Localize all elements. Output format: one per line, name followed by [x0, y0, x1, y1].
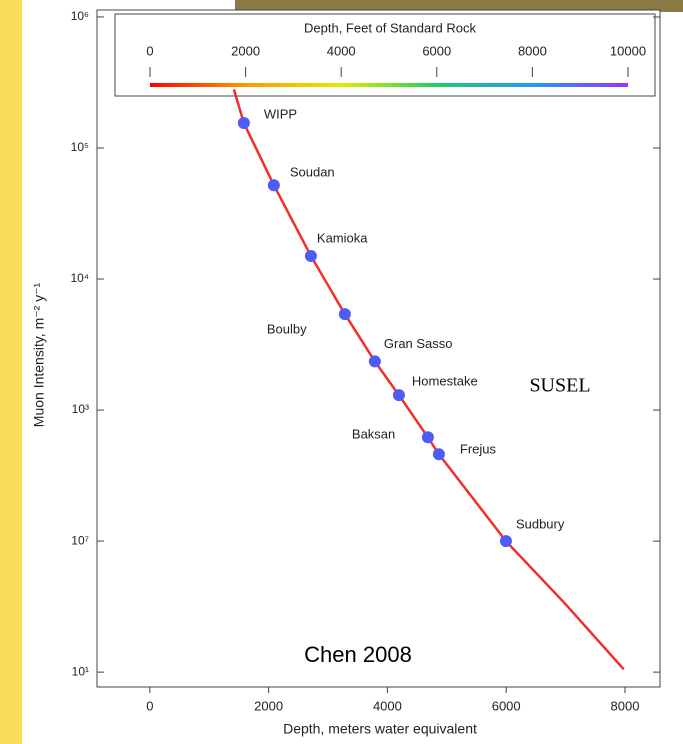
- top-tick-label: 8000: [518, 43, 547, 58]
- site-label: Soudan: [290, 165, 335, 180]
- side-strip: [0, 0, 22, 744]
- annotation: SUSEL: [529, 375, 590, 397]
- site-label: Frejus: [460, 442, 497, 457]
- x-tick-label: 0: [146, 698, 153, 713]
- top-tick-label: 0: [146, 43, 153, 58]
- top-tick-label: 4000: [327, 43, 356, 58]
- x-tick-label: 2000: [254, 698, 283, 713]
- curve: [232, 89, 625, 671]
- top-tick-label: 10000: [610, 43, 646, 58]
- depth-scale: [150, 83, 628, 87]
- site-point: [421, 431, 434, 444]
- top-tick-label: 6000: [422, 43, 451, 58]
- plot-frame: [96, 9, 661, 688]
- site-label: Boulby: [267, 322, 307, 337]
- x-tick-label: 6000: [492, 698, 521, 713]
- site-label: WIPP: [264, 106, 297, 121]
- y-tick-label: 10¹: [72, 664, 89, 678]
- site-point: [338, 308, 351, 321]
- site-label: Baksan: [352, 427, 395, 442]
- site-point: [237, 117, 250, 130]
- y-tick-label: 10³: [72, 402, 89, 416]
- site-point: [499, 535, 512, 548]
- top-strip: [235, 0, 683, 12]
- top-axis-label: Depth, Feet of Standard Rock: [304, 20, 476, 35]
- site-point: [368, 355, 381, 368]
- site-point: [392, 389, 405, 402]
- site-label: Kamioka: [317, 230, 368, 245]
- y-axis-label: Muon Intensity, m⁻² y⁻¹: [31, 282, 47, 427]
- site-label: Homestake: [412, 374, 478, 389]
- x-tick-label: 8000: [611, 698, 640, 713]
- site-point: [432, 448, 445, 461]
- y-tick-label: 10⁵: [71, 140, 89, 154]
- top-axis-box: [114, 13, 656, 97]
- site-point: [304, 249, 317, 262]
- y-tick-label: 10⁴: [70, 271, 89, 285]
- site-point: [267, 179, 280, 192]
- x-axis-label: Depth, meters water equivalent: [283, 721, 477, 737]
- y-tick-label: 10⁷: [71, 533, 89, 547]
- site-label: Sudbury: [516, 517, 565, 532]
- annotation: Chen 2008: [304, 642, 412, 667]
- site-label: Gran Sasso: [384, 336, 453, 351]
- y-tick-label: 10⁶: [71, 9, 89, 23]
- top-tick-label: 2000: [231, 43, 260, 58]
- x-tick-label: 4000: [373, 698, 402, 713]
